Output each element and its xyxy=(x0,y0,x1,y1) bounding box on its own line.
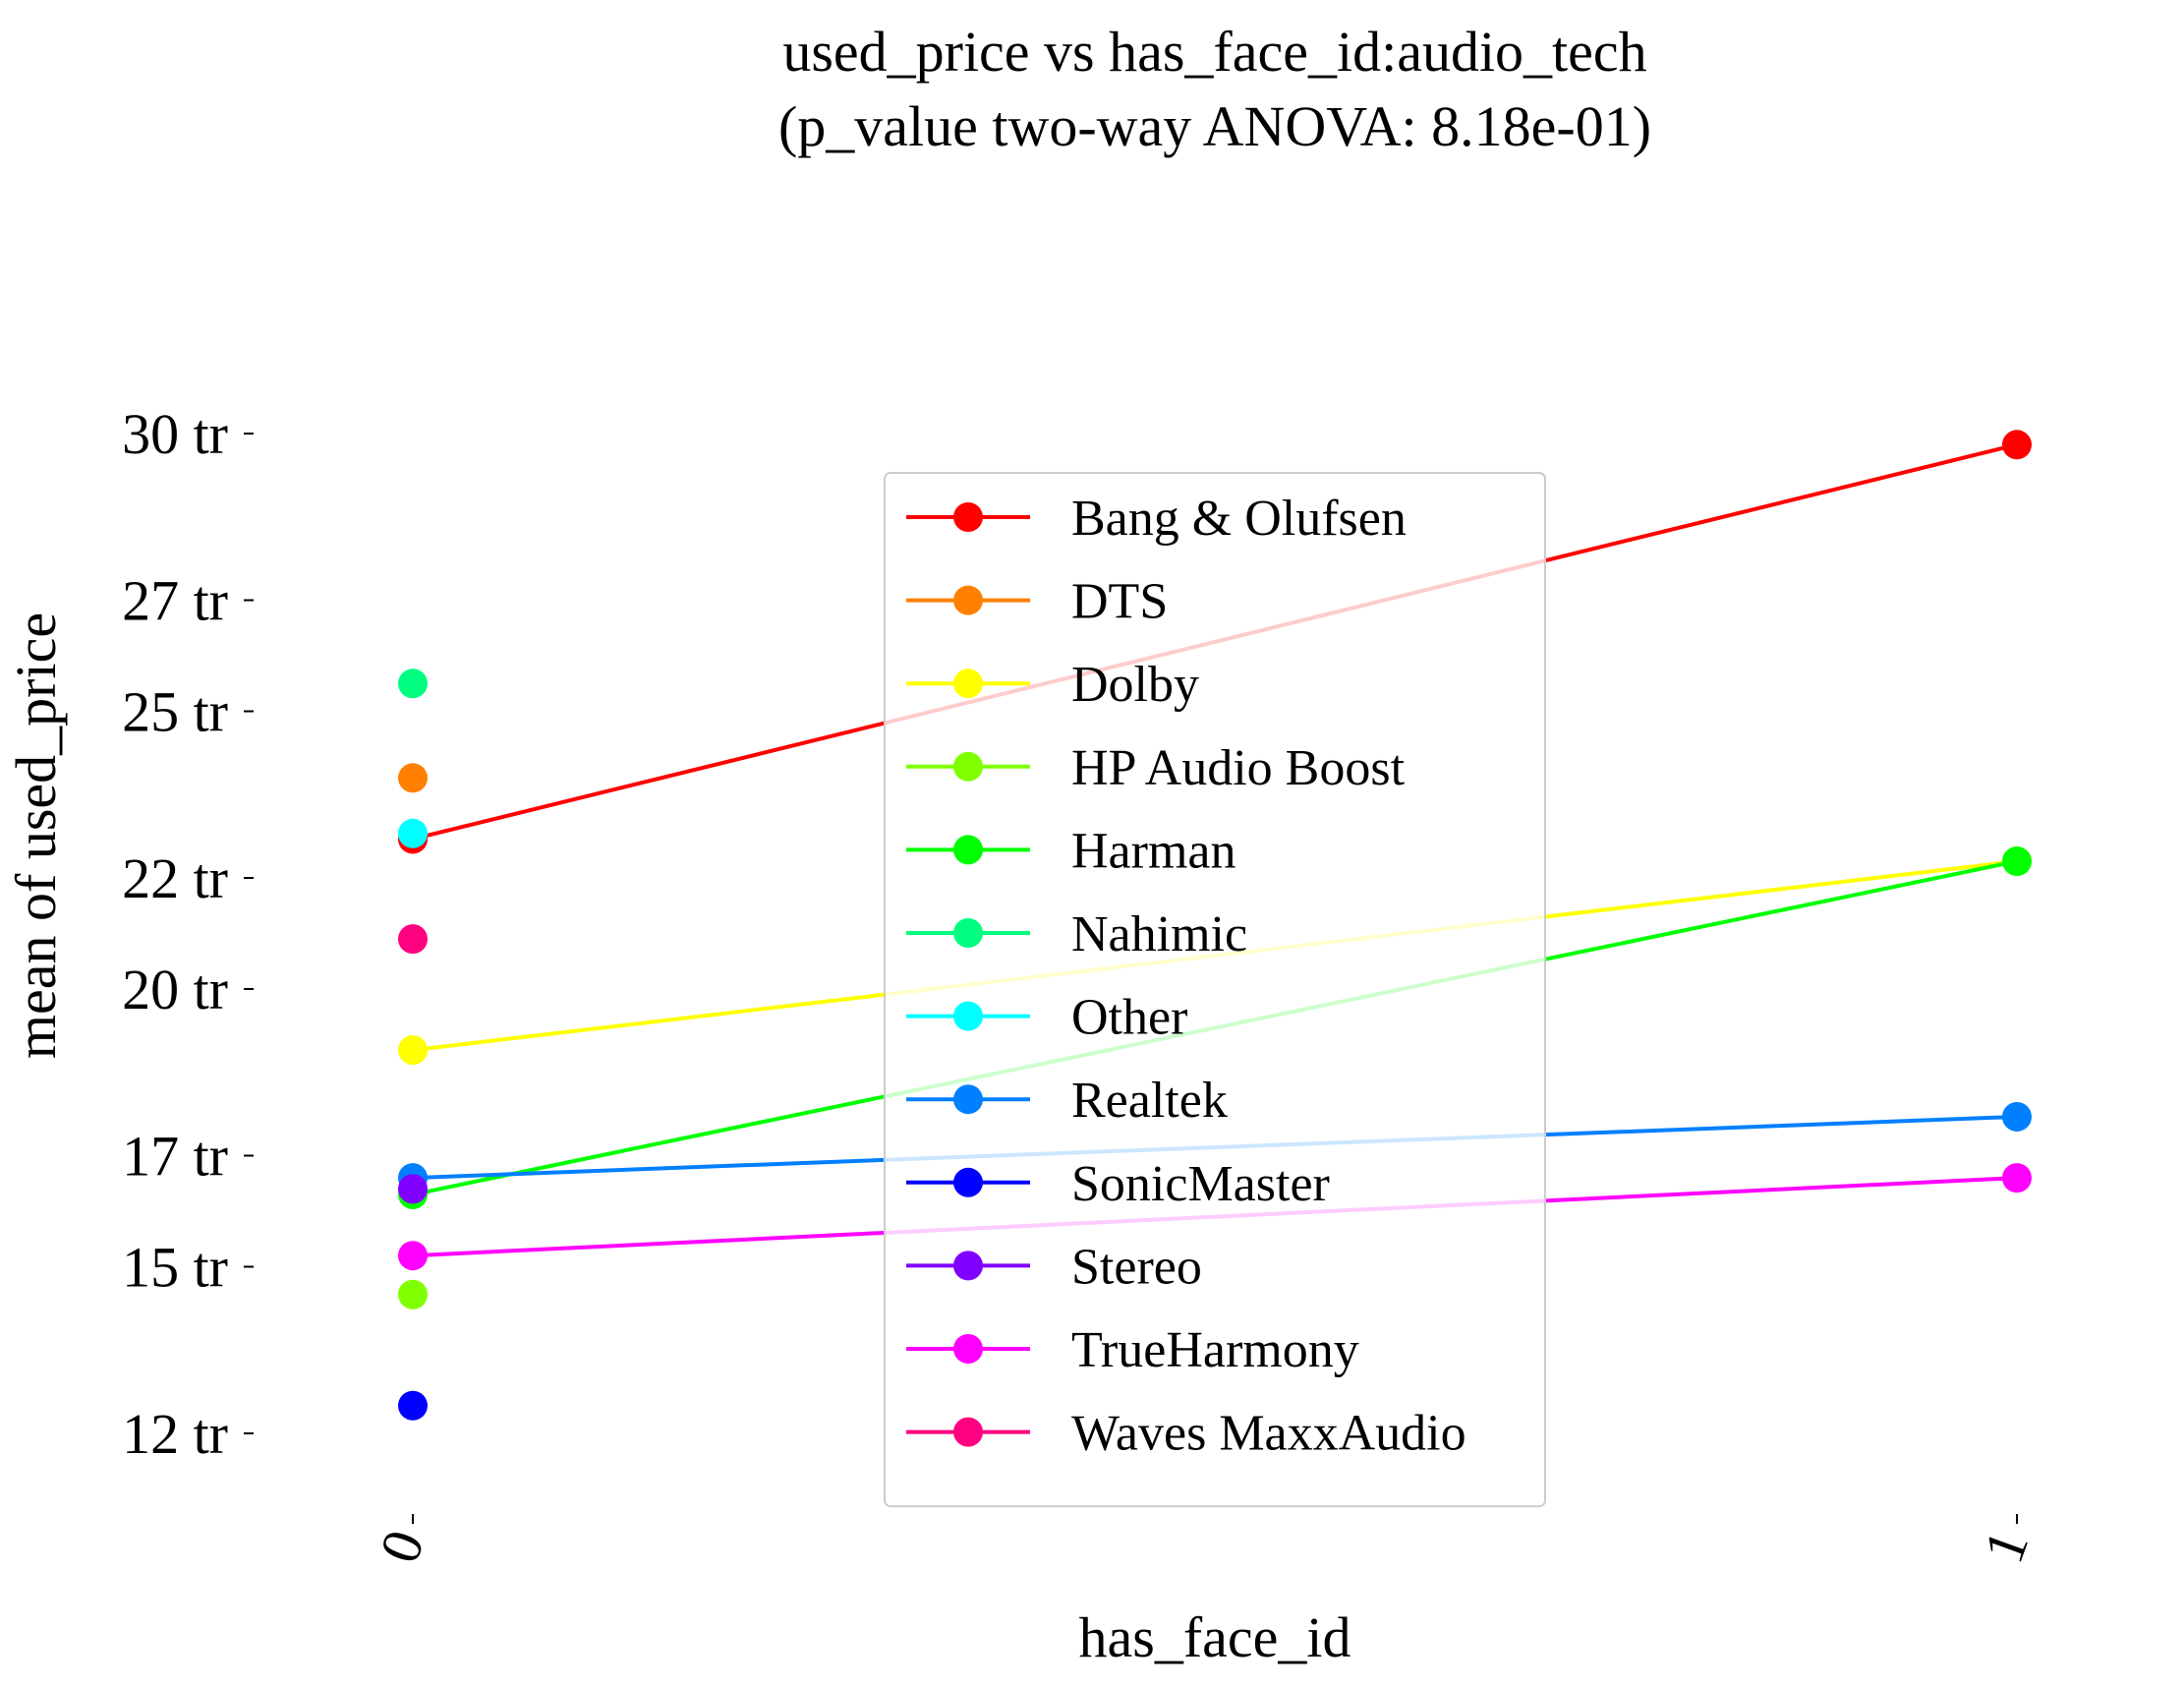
data-point xyxy=(398,1241,428,1271)
legend-marker xyxy=(953,1334,983,1364)
y-tick-label: 30 tr xyxy=(122,402,228,466)
legend-item: Dolby xyxy=(906,657,1199,713)
legend-marker xyxy=(953,1417,983,1447)
y-tick-label: 15 tr xyxy=(122,1236,228,1300)
legend-label: Dolby xyxy=(1071,657,1199,713)
legend-label: HP Audio Boost xyxy=(1071,740,1406,796)
legend-label: Harman xyxy=(1071,823,1236,879)
data-point xyxy=(398,1279,428,1310)
data-point xyxy=(398,763,428,793)
y-tick-label: 22 tr xyxy=(122,846,228,910)
legend-label: Nahimic xyxy=(1071,906,1247,962)
legend-item: Harman xyxy=(906,823,1236,879)
legend-item: HP Audio Boost xyxy=(906,740,1406,796)
legend-marker xyxy=(953,1251,983,1281)
data-point xyxy=(398,669,428,699)
y-axis-label: mean of used_price xyxy=(4,612,68,1059)
data-point xyxy=(2002,1101,2032,1132)
legend-marker xyxy=(953,502,983,532)
y-tick-label: 17 tr xyxy=(122,1125,228,1189)
legend-item: Nahimic xyxy=(906,906,1247,962)
data-point xyxy=(398,1174,428,1204)
legend-label: TrueHarmony xyxy=(1071,1322,1359,1378)
data-point xyxy=(2002,846,2032,877)
chart-title: used_price vs has_face_id:audio_tech xyxy=(782,20,1646,84)
legend-item: Waves MaxxAudio xyxy=(906,1406,1466,1462)
y-tick-label: 25 tr xyxy=(122,680,228,744)
legend-marker xyxy=(953,835,983,865)
legend-item: Other xyxy=(906,990,1187,1046)
legend-item: Realtek xyxy=(906,1073,1228,1129)
legend-marker xyxy=(953,751,983,782)
legend-label: Stereo xyxy=(1071,1239,1202,1295)
legend-label: Realtek xyxy=(1071,1073,1228,1129)
data-point xyxy=(398,1035,428,1066)
legend-item: DTS xyxy=(906,574,1168,630)
y-tick-label: 27 tr xyxy=(122,569,228,633)
legend-marker xyxy=(953,918,983,948)
legend-label: Other xyxy=(1071,990,1187,1046)
x-axis-label: has_face_id xyxy=(1079,1605,1351,1669)
x-tick-label: 0 xyxy=(367,1522,436,1570)
series-points xyxy=(398,430,2032,1421)
data-point xyxy=(398,1390,428,1421)
chart-subtitle: (p_value two-way ANOVA: 8.18e-01) xyxy=(778,94,1651,158)
legend: Bang & Olufsen DTS Dolby HP Audio Boost Harm… xyxy=(884,472,1546,1508)
y-axis-ticks: 12 tr 15 tr 17 tr 20 tr 22 tr 25 tr 27 tr 30 tr xyxy=(122,402,254,1466)
legend-item: SonicMaster xyxy=(906,1156,1330,1212)
legend-label: SonicMaster xyxy=(1071,1156,1330,1212)
legend-box xyxy=(884,472,1546,1508)
legend-marker xyxy=(953,585,983,615)
x-tick-label: 1 xyxy=(1971,1522,2040,1570)
legend-item: TrueHarmony xyxy=(906,1322,1359,1378)
legend-marker xyxy=(953,1167,983,1197)
legend-marker xyxy=(953,669,983,699)
data-point xyxy=(2002,1163,2032,1193)
legend-marker xyxy=(953,1001,983,1031)
legend-item: Stereo xyxy=(906,1239,1202,1295)
data-point xyxy=(398,924,428,955)
y-tick-label: 12 tr xyxy=(122,1402,228,1466)
legend-label: Bang & Olufsen xyxy=(1071,491,1407,547)
y-tick-label: 20 tr xyxy=(122,958,228,1021)
legend-label: Waves MaxxAudio xyxy=(1071,1406,1466,1462)
legend-item: Bang & Olufsen xyxy=(906,491,1407,547)
legend-label: DTS xyxy=(1071,574,1168,630)
legend-marker xyxy=(953,1084,983,1115)
data-point xyxy=(2002,430,2032,460)
data-point xyxy=(398,818,428,848)
